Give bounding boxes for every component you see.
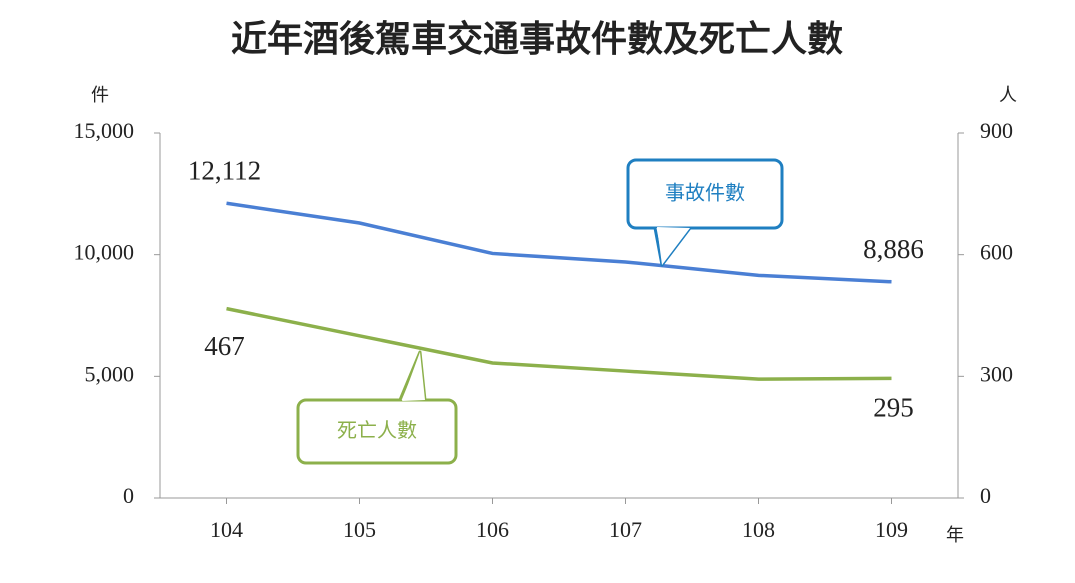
legend-label: 事故件數 bbox=[665, 181, 745, 205]
data-label: 12,112 bbox=[188, 155, 261, 185]
x-axis-unit: 年 bbox=[946, 525, 964, 546]
callout-pointer-cover bbox=[402, 352, 425, 401]
series-line bbox=[226, 201, 892, 284]
y2-tick-label: 900 bbox=[980, 118, 1013, 143]
y-tick-label: 10,000 bbox=[74, 240, 135, 265]
y-tick-label: 5,000 bbox=[85, 361, 135, 386]
x-tick-label: 107 bbox=[609, 517, 642, 542]
data-label: 8,886 bbox=[863, 234, 924, 264]
x-tick-label: 105 bbox=[343, 517, 376, 542]
y-tick-label: 0 bbox=[123, 483, 134, 508]
series-line bbox=[226, 306, 892, 381]
data-label: 467 bbox=[204, 331, 245, 361]
callout-box bbox=[626, 158, 784, 230]
callout-pointer-cover bbox=[657, 227, 690, 265]
y-axis-unit: 件 bbox=[91, 85, 109, 106]
x-tick-label: 109 bbox=[875, 517, 908, 542]
callout-box bbox=[296, 398, 458, 465]
y-tick-label: 15,000 bbox=[74, 118, 135, 143]
y2-tick-label: 300 bbox=[980, 361, 1013, 386]
legend-label: 死亡人數 bbox=[337, 418, 417, 442]
x-tick-label: 106 bbox=[476, 517, 509, 542]
y2-tick-label: 600 bbox=[980, 240, 1013, 265]
x-tick-label: 104 bbox=[210, 517, 243, 542]
y2-axis-unit: 人 bbox=[999, 85, 1017, 106]
chart-title: 近年酒後駕車交通事故件數及死亡人數 bbox=[231, 18, 843, 60]
x-tick-label: 108 bbox=[742, 517, 775, 542]
data-label: 295 bbox=[873, 393, 914, 423]
y2-tick-label: 0 bbox=[980, 483, 991, 508]
